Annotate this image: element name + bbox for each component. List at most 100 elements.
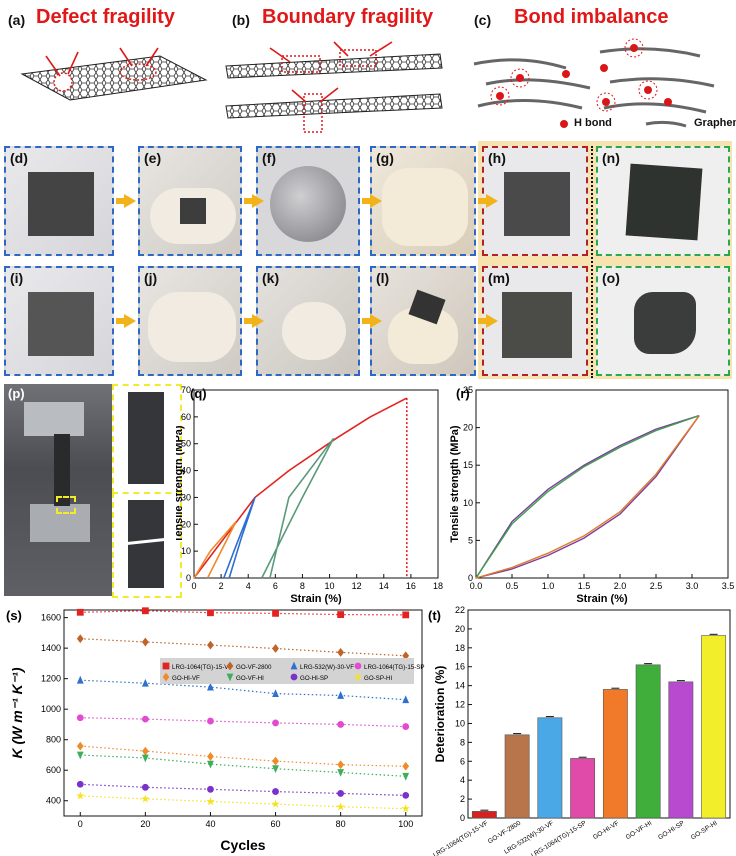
chart-s-ytick-label: 1400 xyxy=(41,643,61,653)
chart-s-point xyxy=(207,682,214,691)
chart-t-bar xyxy=(537,717,563,819)
chart-q-ytick-label: 20 xyxy=(181,519,191,529)
chart-t-bar xyxy=(668,681,694,819)
chart-s-point xyxy=(337,611,345,618)
chart-s-legend-marker xyxy=(226,673,234,682)
photo-o: (o) xyxy=(596,266,730,376)
chart-t-category-label: GO-SP-HI xyxy=(690,820,719,842)
chart-t-ytick-label: 4 xyxy=(460,775,465,785)
chart-s-point xyxy=(141,637,149,647)
chart-s-ylabel: K (W m⁻¹ K⁻¹) xyxy=(9,667,25,758)
chart-s-point xyxy=(207,752,214,761)
chart-r-series-3 xyxy=(475,415,700,579)
legend-hbond-label: H bond xyxy=(574,117,612,129)
panel-p-letter: (p) xyxy=(8,386,25,401)
chart-r-series-1 xyxy=(475,415,700,579)
legend-graphene-label: Graphene xyxy=(694,117,736,129)
chart-q-xtick-label: 8 xyxy=(300,581,305,591)
chart-s-ytick-label: 1600 xyxy=(41,613,61,623)
chart-s-ytick-label: 600 xyxy=(46,765,61,775)
arrow-j-k xyxy=(244,314,264,328)
chart-t-bar xyxy=(701,635,727,819)
chart-s-frame xyxy=(63,609,423,817)
chart-r-ytick-label: 0 xyxy=(468,573,473,583)
chart-r-xtick-label: 2.5 xyxy=(650,581,663,591)
chart-q-xtick-label: 2 xyxy=(219,581,224,591)
chart-t-ytick-label: 6 xyxy=(460,756,465,766)
chart-s-ytick-label: 1000 xyxy=(41,704,61,714)
photo-h: (h) xyxy=(482,146,588,256)
chart-s-point xyxy=(337,760,345,770)
arrow-g-h xyxy=(478,194,498,208)
chart-t-category-label: LRG-1064(TG)-15-SP xyxy=(530,820,588,856)
chart-s-point xyxy=(402,761,410,771)
panel-a-letter: (a) xyxy=(8,12,26,28)
chart-r-xtick-label: 0.5 xyxy=(506,581,519,591)
chart-s-point xyxy=(141,607,149,615)
chart-s-xlabel: Cycles xyxy=(220,837,265,853)
chart-t-ytick-label: 22 xyxy=(455,605,465,615)
chart-r-ytick-label: 25 xyxy=(463,385,473,395)
chart-s-point xyxy=(207,785,214,793)
photo-p: (p) xyxy=(4,384,182,598)
chart-r-ytick-label: 15 xyxy=(463,460,473,470)
chart-s-point xyxy=(336,802,345,811)
chart-s-xtick-label: 60 xyxy=(271,819,281,829)
chart-s-xtick-label: 100 xyxy=(398,819,413,829)
chart-t-ytick-label: 0 xyxy=(460,813,465,823)
chart-r-xtick-label: 3.0 xyxy=(686,581,699,591)
chart-r-xtick-label: 3.5 xyxy=(722,581,735,591)
chart-s-legend-box xyxy=(160,658,414,684)
chart-r-series-0 xyxy=(475,414,700,579)
photo-m-label: (m) xyxy=(488,270,510,286)
photo-h-label: (h) xyxy=(488,150,506,166)
divider-dotted xyxy=(591,146,593,378)
chart-s-line-7 xyxy=(80,795,406,810)
photo-f-label: (f) xyxy=(262,150,276,166)
chart-s-legend-marker xyxy=(290,661,298,670)
photo-l: (l) xyxy=(370,266,476,376)
chart-q-xtick-label: 0 xyxy=(191,581,196,591)
chart-s-legend-label: LRG-532(W)-30-VF xyxy=(300,664,354,671)
photo-j: (j) xyxy=(138,266,242,376)
chart-t-ytick-label: 2 xyxy=(460,794,465,804)
chart-s-legend-marker xyxy=(162,662,170,670)
chart-q-xtick-label: 12 xyxy=(352,581,362,591)
chart-s-ytick-label: 800 xyxy=(46,735,61,745)
photo-n-label: (n) xyxy=(602,150,620,166)
chart-q-xtick-label: 18 xyxy=(433,581,443,591)
chart-q-xtick-label: 6 xyxy=(273,581,278,591)
chart-s-point xyxy=(337,790,345,797)
chart-q-series-0 xyxy=(193,397,408,579)
photo-i: (i) xyxy=(4,266,114,376)
chart-t-ylabel: Deterioration (%) xyxy=(433,666,447,763)
chart-s-point xyxy=(207,609,214,617)
chart-s-point xyxy=(337,721,345,728)
chart-s-point xyxy=(337,769,345,777)
chart-q-xtick-label: 16 xyxy=(406,581,416,591)
chart-s-xtick-label: 0 xyxy=(78,819,83,829)
chart-s-line-4 xyxy=(80,745,406,767)
chart-q: (q) 0 2 4 6 8 10 12 14 16 18 0 10 20 30 40 50 60 70 Strain… xyxy=(176,385,443,605)
chart-s-point xyxy=(76,608,84,616)
chart-r: (r) 0.0 0.5 1.0 1.5 2.0 2.5 3.0 3.5 0 5 10 15 20 25 St… xyxy=(449,385,735,605)
chart-s-point xyxy=(76,780,84,788)
chart-r-ytick-label: 5 xyxy=(468,535,473,545)
photo-d: (d) xyxy=(4,146,114,256)
chart-r-xtick-label: 0.0 xyxy=(470,581,483,591)
chart-s-legend-marker xyxy=(226,661,234,671)
arrow-f-g xyxy=(362,194,382,208)
bond-imbalance-illustration xyxy=(473,38,715,128)
chart-s-point xyxy=(206,797,215,806)
arrow-l-m xyxy=(478,314,498,328)
chart-s-point xyxy=(402,723,410,730)
chart-t-category-label: GO-HI-VF xyxy=(592,820,621,841)
chart-r-frame xyxy=(475,389,729,579)
chart-s-point xyxy=(402,651,410,661)
chart-t-ytick-label: 12 xyxy=(455,700,465,710)
chart-s-point xyxy=(272,609,279,617)
chart-s-xtick-label: 40 xyxy=(205,819,215,829)
schematic-row-svg xyxy=(20,38,715,133)
photo-f: (f) xyxy=(256,146,360,256)
chart-s-point xyxy=(207,717,214,725)
